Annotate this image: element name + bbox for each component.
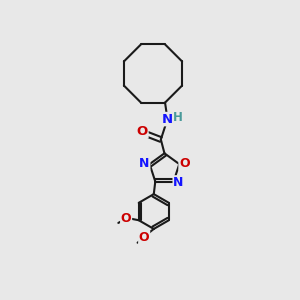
Text: O: O: [179, 157, 190, 170]
Text: N: N: [173, 176, 184, 189]
Text: N: N: [139, 157, 150, 170]
Text: O: O: [136, 124, 148, 138]
Text: H: H: [173, 111, 183, 124]
Text: N: N: [162, 112, 173, 126]
Text: O: O: [121, 212, 131, 225]
Text: O: O: [139, 231, 149, 244]
